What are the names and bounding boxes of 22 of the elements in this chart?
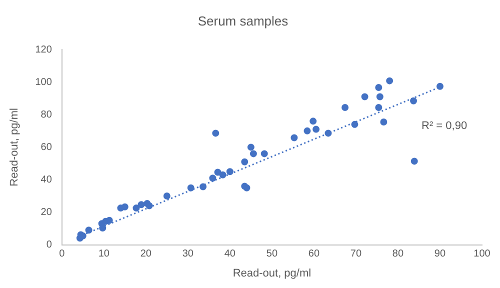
x-tick-label: 40 — [224, 248, 236, 260]
y-tick-label: 60 — [40, 142, 52, 153]
y-tick-label: 100 — [35, 76, 52, 88]
x-tick-label: 10 — [98, 248, 110, 260]
x-tick-label: 0 — [59, 248, 66, 260]
chart-title: Serum samples — [198, 13, 289, 28]
x-tick-label: 90 — [434, 248, 446, 260]
x-tick-label: 60 — [308, 248, 320, 260]
y-tick-label: 0 — [46, 240, 52, 251]
y-tick-label: 80 — [40, 109, 52, 120]
x-tick-label: 100 — [474, 248, 491, 260]
x-tick-label: 30 — [182, 248, 194, 260]
y-tick-label: 20 — [40, 207, 52, 218]
x-tick-label: 80 — [392, 248, 404, 260]
y-tick-label: 120 — [35, 44, 52, 56]
x-tick-label: 20 — [140, 248, 152, 260]
x-tick-label: 70 — [350, 248, 362, 260]
annotation: R² = 0,90 — [422, 120, 468, 132]
y-tick-label: 40 — [40, 174, 52, 186]
x-axis-title: Read-out, pg/ml — [232, 267, 312, 280]
x-tick-label: 50 — [266, 248, 278, 260]
y-axis-title: Read-out, pg/ml — [8, 108, 21, 186]
